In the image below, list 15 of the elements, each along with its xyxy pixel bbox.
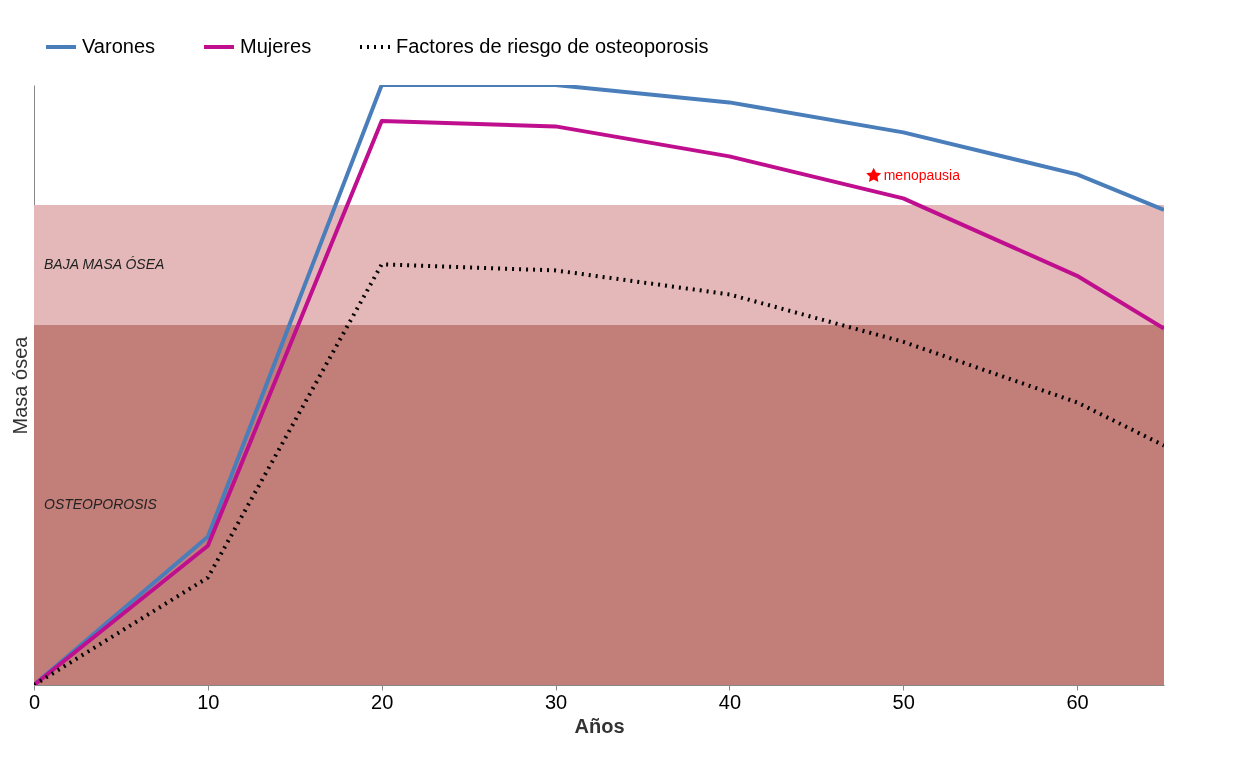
x-tick-label: 10 <box>197 690 220 713</box>
x-axis-title: Años <box>574 714 625 737</box>
x-tick-label: 40 <box>718 690 742 713</box>
legend-label: Varones <box>82 35 156 57</box>
annotation: menopausia <box>883 166 961 183</box>
band-label: BAJA MASA ÓSEA <box>44 256 165 272</box>
x-tick-label: 60 <box>1066 690 1089 713</box>
legend-label: Factores de riesgo de osteoporosis <box>396 35 709 57</box>
x-tick-label: 50 <box>892 690 915 713</box>
x-tick-label: 30 <box>544 690 568 713</box>
x-tick-label: 0 <box>28 690 41 713</box>
y-axis-title: Masa ósea <box>8 335 31 435</box>
x-tick-label: 20 <box>371 690 394 713</box>
band-label: OSTEOPOROSIS <box>44 496 158 512</box>
legend-label: Mujeres <box>240 35 312 57</box>
